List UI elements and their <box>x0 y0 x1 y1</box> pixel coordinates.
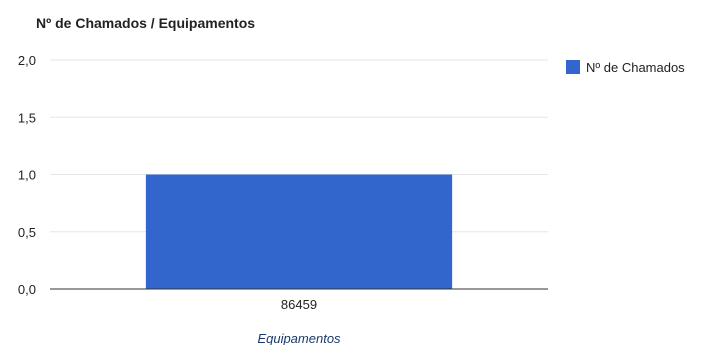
bar <box>145 174 453 289</box>
y-tick-label: 0,5 <box>18 225 36 240</box>
x-axis-label: Equipamentos <box>257 331 341 345</box>
chart-title: Nº de Chamados / Equipamentos <box>36 15 255 31</box>
y-tick-label: 2,0 <box>18 53 36 68</box>
y-tick-label: 1,5 <box>18 110 36 125</box>
y-tick-label: 0,0 <box>18 282 36 297</box>
y-tick-labels: 0,0 0,5 1,0 1,5 2,0 <box>18 53 36 297</box>
legend-swatch <box>566 60 580 74</box>
x-tick-label: 86459 <box>281 297 317 312</box>
legend: Nº de Chamados <box>566 60 685 75</box>
legend-label: Nº de Chamados <box>586 60 685 75</box>
y-tick-label: 1,0 <box>18 168 36 183</box>
x-tick-labels: 86459 <box>281 297 317 312</box>
bars-layer <box>145 174 453 289</box>
